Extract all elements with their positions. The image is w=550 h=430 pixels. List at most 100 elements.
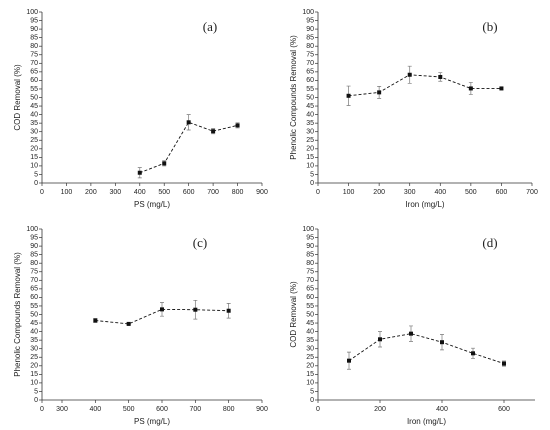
marker <box>162 161 167 166</box>
marker <box>409 331 413 336</box>
x-tick-label: 300 <box>56 406 68 413</box>
marker <box>160 307 164 312</box>
y-tick-label: 65 <box>30 69 38 76</box>
y-tick-label: 80 <box>30 260 38 267</box>
y-tick-label: 90 <box>30 26 38 33</box>
y-tick-label: 15 <box>306 371 314 378</box>
y-tick-label: 80 <box>306 43 314 50</box>
y-axis-label: COD Removal (%) <box>289 281 298 348</box>
marker <box>346 93 351 98</box>
y-tick-label: 40 <box>30 111 38 118</box>
y-tick-label: 55 <box>30 86 38 93</box>
x-tick-label: 500 <box>123 406 135 413</box>
y-tick-label: 65 <box>306 286 314 293</box>
marker <box>468 86 473 91</box>
marker <box>186 120 191 125</box>
y-tick-label: 70 <box>30 277 38 284</box>
y-tick-label: 55 <box>30 303 38 310</box>
series-line <box>139 121 238 174</box>
y-tick-label: 100 <box>302 226 314 233</box>
series-line <box>348 74 502 97</box>
y-tick-label: 20 <box>30 363 38 370</box>
y-tick-label: 90 <box>306 26 314 33</box>
y-tick-label: 45 <box>306 320 314 327</box>
x-tick-label: 700 <box>207 189 219 196</box>
y-tick-label: 85 <box>306 34 314 41</box>
y-tick-label: 20 <box>306 363 314 370</box>
x-tick-label: 300 <box>109 189 121 196</box>
y-tick-label: 20 <box>306 146 314 153</box>
series-line <box>348 333 505 365</box>
x-tick-label: 600 <box>498 406 510 413</box>
y-tick-label: 60 <box>306 77 314 84</box>
marker <box>502 361 506 366</box>
x-tick-label: 900 <box>256 189 268 196</box>
marker <box>377 90 382 95</box>
y-tick-label: 60 <box>30 294 38 301</box>
y-tick-label: 25 <box>30 354 38 361</box>
x-tick-label: 200 <box>85 189 97 196</box>
marker <box>211 129 216 134</box>
y-tick-label: 40 <box>30 328 38 335</box>
panel-label: (b) <box>482 19 497 34</box>
y-tick-label: 65 <box>306 69 314 76</box>
y-tick-label: 75 <box>30 269 38 276</box>
y-tick-label: 45 <box>30 320 38 327</box>
x-tick-label: 600 <box>156 406 168 413</box>
panel-label: (c) <box>193 235 207 250</box>
y-tick-label: 95 <box>306 17 314 24</box>
x-tick-label: 800 <box>232 189 244 196</box>
panel-label: (a) <box>203 19 217 34</box>
y-tick-label: 30 <box>30 346 38 353</box>
y-tick-label: 0 <box>310 397 314 404</box>
x-tick-label: 200 <box>374 406 386 413</box>
x-tick-label: 900 <box>256 406 268 413</box>
y-tick-label: 70 <box>306 277 314 284</box>
y-tick-label: 95 <box>306 234 314 241</box>
x-tick-label: 600 <box>183 189 195 196</box>
marker <box>438 74 443 79</box>
y-tick-label: 15 <box>30 371 38 378</box>
y-tick-label: 5 <box>310 171 314 178</box>
marker <box>226 308 231 313</box>
y-tick-label: 40 <box>306 111 314 118</box>
y-tick-label: 80 <box>30 43 38 50</box>
y-tick-label: 85 <box>30 34 38 41</box>
y-tick-label: 25 <box>306 137 314 144</box>
x-tick-label: 100 <box>343 189 355 196</box>
y-tick-label: 35 <box>306 120 314 127</box>
y-tick-label: 0 <box>34 180 38 187</box>
y-tick-label: 85 <box>306 251 314 258</box>
y-axis-label: Phenolic Compounds Removal (%) <box>289 35 298 160</box>
x-tick-label: 100 <box>61 189 73 196</box>
y-tick-label: 100 <box>26 9 38 16</box>
x-tick-label: 400 <box>89 406 101 413</box>
y-tick-label: 30 <box>306 129 314 136</box>
x-axis-label: PS (mg/L) <box>134 417 170 426</box>
y-tick-label: 10 <box>30 163 38 170</box>
x-tick-label: 500 <box>158 189 170 196</box>
y-tick-label: 80 <box>306 260 314 267</box>
marker <box>193 307 198 312</box>
x-axis-label: Iron (mg/L) <box>405 200 444 209</box>
x-tick-label: 500 <box>465 189 477 196</box>
y-tick-label: 35 <box>30 120 38 127</box>
x-tick-label: 400 <box>436 406 448 413</box>
y-tick-label: 65 <box>30 286 38 293</box>
y-tick-label: 95 <box>30 234 38 241</box>
x-tick-label: 700 <box>526 189 538 196</box>
x-axis-label: PS (mg/L) <box>134 200 170 209</box>
y-tick-label: 0 <box>34 397 38 404</box>
marker <box>407 72 412 77</box>
y-tick-label: 75 <box>306 52 314 59</box>
x-tick-label: 0 <box>40 406 44 413</box>
marker <box>93 318 98 323</box>
x-tick-label: 700 <box>189 406 201 413</box>
marker <box>378 337 382 342</box>
x-tick-label: 400 <box>134 189 146 196</box>
y-tick-label: 20 <box>30 146 38 153</box>
marker <box>440 340 444 345</box>
y-tick-label: 10 <box>306 163 314 170</box>
x-tick-label: 300 <box>404 189 416 196</box>
y-tick-label: 25 <box>30 137 38 144</box>
